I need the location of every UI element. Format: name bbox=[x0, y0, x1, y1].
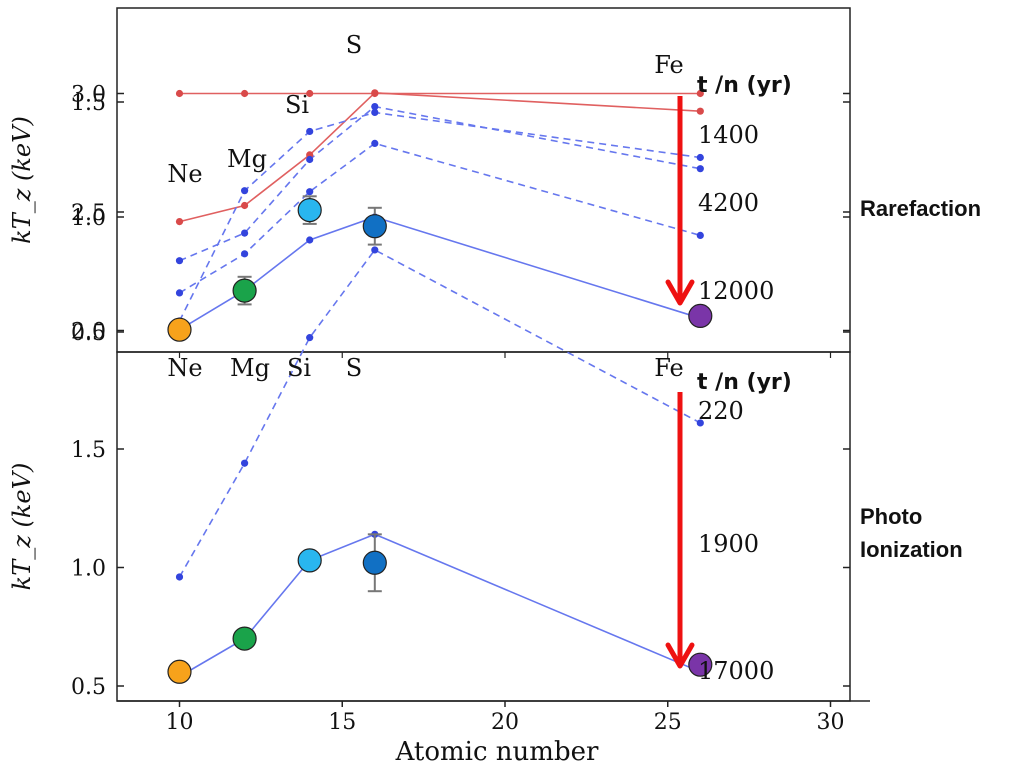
series-line bbox=[179, 216, 701, 331]
series-point bbox=[306, 188, 314, 196]
observed-marker bbox=[232, 278, 257, 303]
element-label: Mg bbox=[227, 145, 267, 173]
element-label: Si bbox=[287, 354, 311, 382]
time-label: 12000 bbox=[698, 277, 774, 305]
series-point bbox=[696, 231, 704, 239]
time-label: 220 bbox=[698, 397, 744, 425]
series-point bbox=[175, 573, 184, 581]
observed-marker bbox=[362, 214, 387, 239]
series-point bbox=[306, 155, 314, 164]
side-label: Photo bbox=[860, 504, 922, 529]
y-tick-label: 1.0 bbox=[71, 206, 106, 231]
series-point bbox=[306, 127, 314, 136]
series-point bbox=[241, 89, 249, 98]
observed-marker bbox=[362, 550, 387, 575]
y-tick-label: 1.5 bbox=[71, 438, 106, 463]
side-label: Ionization bbox=[860, 537, 963, 562]
series-line bbox=[178, 111, 701, 322]
observed-marker bbox=[297, 548, 322, 573]
time-arrow-head bbox=[665, 642, 695, 669]
element-label: S bbox=[346, 354, 362, 382]
time-label: 1900 bbox=[698, 530, 759, 558]
series-point bbox=[241, 459, 249, 467]
element-label: Fe bbox=[654, 354, 684, 382]
element-label: S bbox=[346, 31, 362, 59]
series-point bbox=[241, 201, 249, 210]
x-tick-label: 10 bbox=[166, 710, 194, 735]
series-point bbox=[241, 187, 249, 195]
y-tick-label: 1.0 bbox=[71, 557, 106, 582]
time-arrow-head bbox=[665, 279, 695, 306]
element-label: Si bbox=[285, 91, 309, 119]
y-tick-label: 2.0 bbox=[71, 320, 106, 345]
observed-marker bbox=[688, 303, 713, 328]
series-point bbox=[696, 107, 704, 115]
time-label: 17000 bbox=[698, 657, 774, 685]
series-point bbox=[306, 89, 314, 98]
x-tick-label: 25 bbox=[654, 710, 682, 735]
element-label: Mg bbox=[230, 354, 270, 382]
series-line bbox=[179, 142, 701, 294]
series-point bbox=[371, 103, 379, 111]
series-line bbox=[178, 248, 701, 578]
observed-marker bbox=[167, 659, 192, 684]
observed-points bbox=[167, 195, 713, 684]
y-tick-label: 0.5 bbox=[71, 675, 106, 700]
series-point bbox=[371, 139, 379, 147]
time-label: 1400 bbox=[698, 121, 759, 149]
element-label: Ne bbox=[167, 160, 202, 188]
series-point bbox=[175, 257, 184, 265]
series-point bbox=[371, 89, 379, 98]
series-point bbox=[175, 89, 184, 98]
series-point bbox=[696, 89, 704, 98]
series-point bbox=[175, 289, 184, 297]
y-tick-label: 3.0 bbox=[71, 83, 106, 108]
series-points bbox=[175, 89, 704, 681]
series-point bbox=[241, 229, 249, 237]
time-axis-header: t /n (yr) bbox=[697, 370, 792, 395]
series-point bbox=[371, 108, 379, 117]
panel-frames bbox=[116, 7, 870, 702]
y-tick-label: 0.5 bbox=[71, 321, 106, 346]
x-tick-label: 20 bbox=[491, 710, 519, 735]
series-point bbox=[371, 246, 379, 254]
series-point bbox=[696, 419, 704, 427]
observed-marker bbox=[688, 652, 713, 677]
series-point bbox=[175, 218, 184, 226]
axis-ticks bbox=[117, 92, 850, 707]
element-label: Fe bbox=[654, 51, 684, 79]
series-point bbox=[306, 236, 314, 244]
observed-marker bbox=[297, 198, 322, 223]
series-point bbox=[306, 334, 314, 342]
series-point bbox=[241, 250, 249, 258]
series-point bbox=[696, 165, 704, 173]
observed-marker bbox=[167, 317, 192, 342]
y-tick-label: 1.5 bbox=[71, 91, 106, 116]
element-label: Ne bbox=[167, 354, 202, 382]
series-line bbox=[179, 533, 701, 678]
y-axis-label: kT_z (keV) bbox=[8, 463, 36, 591]
x-tick-label: 30 bbox=[817, 710, 845, 735]
x-tick-label: 15 bbox=[328, 710, 356, 735]
series-lines bbox=[178, 91, 701, 678]
y-tick-label: 2.5 bbox=[71, 201, 106, 226]
side-label: Rarefaction bbox=[860, 196, 981, 221]
observed-marker bbox=[232, 626, 257, 651]
time-axis-header: t /n (yr) bbox=[697, 73, 792, 98]
series-point bbox=[696, 153, 704, 162]
chart-labels: 10 15 20 25 30 Atomic number 0.5 1.0 1.5 kT_z (ke… bbox=[8, 31, 981, 767]
panel-frame bbox=[116, 351, 851, 702]
y-axis-label: kT_z (keV) bbox=[8, 116, 36, 244]
x-axis-label: Atomic number bbox=[395, 737, 599, 767]
time-label: 4200 bbox=[698, 189, 759, 217]
